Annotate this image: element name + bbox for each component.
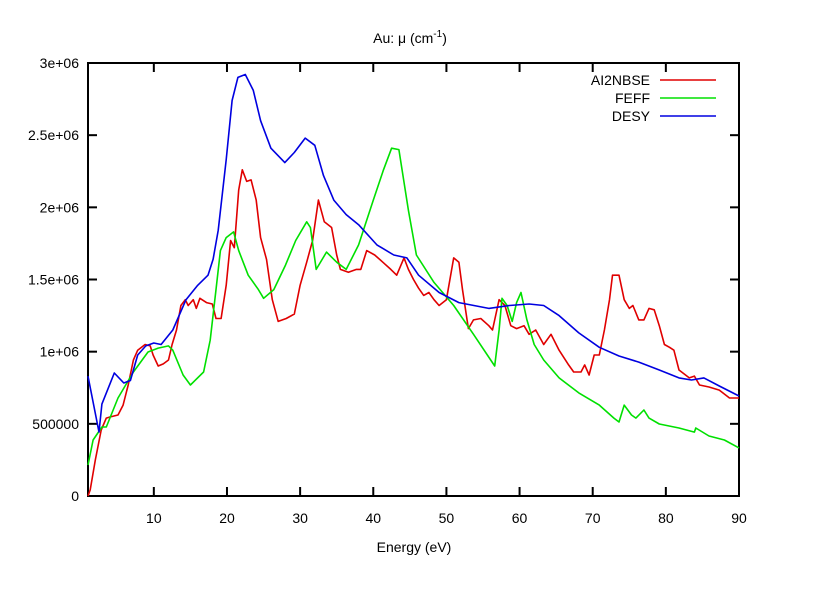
x-tick-label: 30 xyxy=(292,510,308,526)
x-axis: 10 20 30 40 50 60 70 80 90 xyxy=(146,63,747,526)
x-tick-label: 10 xyxy=(146,510,162,526)
x-tick-label: 20 xyxy=(219,510,235,526)
legend-label: FEFF xyxy=(615,90,650,106)
chart-title-superscript: -1 xyxy=(433,29,442,40)
y-tick-label: 500000 xyxy=(32,416,79,432)
chart-title: Au: μ (cm-1) xyxy=(373,29,447,46)
x-tick-label: 80 xyxy=(658,510,674,526)
y-tick-label: 2e+06 xyxy=(40,199,80,215)
series-line-ai2nbse xyxy=(87,169,739,497)
x-tick-label: 60 xyxy=(512,510,528,526)
legend-label: AI2NBSE xyxy=(591,72,650,88)
x-tick-label: 50 xyxy=(439,510,455,526)
x-tick-label: 70 xyxy=(585,510,601,526)
y-tick-label: 3e+06 xyxy=(40,55,80,71)
legend-label: DESY xyxy=(612,108,651,124)
y-axis: 0 500000 1e+06 1.5e+06 2e+06 2.5e+06 3e+06 xyxy=(28,55,739,504)
y-tick-label: 2.5e+06 xyxy=(28,127,79,143)
series-line-feff xyxy=(87,147,740,466)
chart-title-close: ) xyxy=(442,30,447,46)
x-axis-label: Energy (eV) xyxy=(377,539,452,555)
x-tick-label: 40 xyxy=(365,510,381,526)
chart-title-main: Au: μ (cm xyxy=(373,30,433,46)
legend: AI2NBSE FEFF DESY xyxy=(591,72,716,124)
x-tick-label: 90 xyxy=(731,510,747,526)
y-tick-label: 0 xyxy=(71,488,79,504)
series-layer xyxy=(87,73,740,497)
y-tick-label: 1.5e+06 xyxy=(28,272,79,288)
series-line-desy xyxy=(87,73,740,433)
y-tick-label: 1e+06 xyxy=(40,344,80,360)
